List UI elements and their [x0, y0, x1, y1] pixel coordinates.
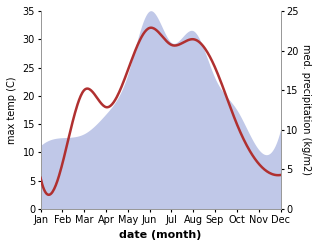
- Y-axis label: med. precipitation (kg/m2): med. precipitation (kg/m2): [301, 44, 311, 175]
- Y-axis label: max temp (C): max temp (C): [7, 76, 17, 144]
- X-axis label: date (month): date (month): [119, 230, 202, 240]
